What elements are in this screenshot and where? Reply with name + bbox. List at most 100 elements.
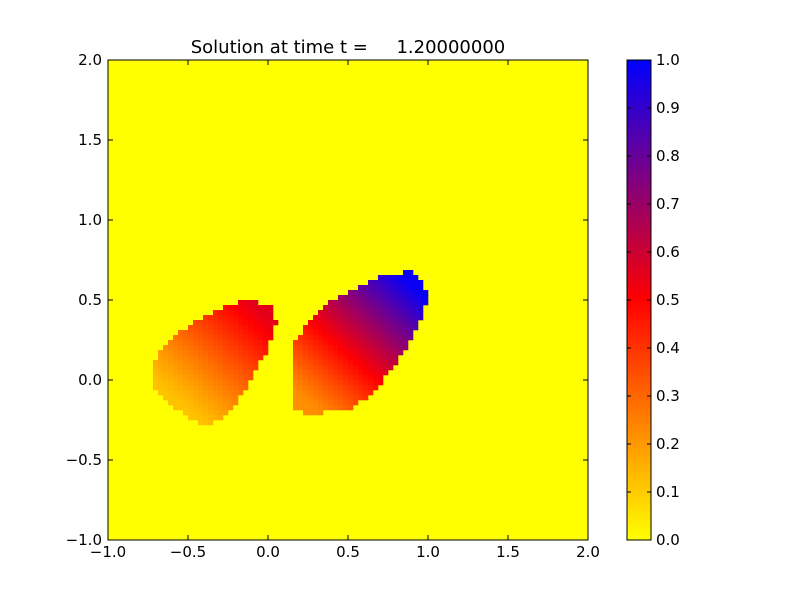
heatmap-cell — [228, 360, 234, 366]
heatmap-cell — [243, 375, 249, 381]
heatmap-cell — [213, 345, 219, 351]
heatmap-cell — [353, 340, 359, 346]
heatmap-cell — [258, 305, 264, 311]
heatmap-cell — [198, 385, 204, 391]
heatmap-cell — [273, 320, 279, 326]
heatmap-cell — [258, 345, 264, 351]
heatmap-cell — [368, 370, 374, 376]
heatmap-cell — [363, 300, 369, 306]
heatmap-cell — [383, 340, 389, 346]
heatmap-cell — [313, 380, 319, 386]
heatmap-cell — [418, 290, 424, 296]
heatmap-cell — [338, 295, 344, 301]
heatmap-cell — [213, 340, 219, 346]
heatmap-cell — [383, 365, 389, 371]
heatmap-cell — [158, 350, 164, 356]
heatmap-cell — [318, 405, 324, 411]
heatmap-cell — [218, 325, 224, 331]
heatmap-cell — [208, 410, 214, 416]
heatmap-cell — [208, 375, 214, 381]
heatmap-cell — [178, 385, 184, 391]
heatmap-cell — [193, 345, 199, 351]
heatmap-cell — [213, 390, 219, 396]
heatmap-cell — [358, 390, 364, 396]
heatmap-cell — [193, 400, 199, 406]
heatmap-cell — [328, 325, 334, 331]
heatmap-cell — [403, 295, 409, 301]
heatmap-cell — [318, 395, 324, 401]
heatmap-cell — [338, 400, 344, 406]
heatmap-cell — [313, 405, 319, 411]
heatmap-cell — [218, 400, 224, 406]
heatmap-cell — [163, 380, 169, 386]
heatmap-cell — [333, 300, 339, 306]
heatmap-cell — [378, 285, 384, 291]
heatmap-cell — [163, 370, 169, 376]
heatmap-cell — [393, 350, 399, 356]
heatmap-cell — [338, 330, 344, 336]
heatmap-cell — [193, 415, 199, 421]
heatmap-cell — [393, 290, 399, 296]
heatmap-cell — [238, 335, 244, 341]
heatmap-cell — [203, 395, 209, 401]
heatmap-cell — [208, 360, 214, 366]
heatmap-cell — [368, 320, 374, 326]
heatmap-cell — [293, 390, 299, 396]
heatmap-cell — [258, 335, 264, 341]
heatmap-cell — [188, 380, 194, 386]
heatmap-cell — [168, 385, 174, 391]
heatmap-cell — [198, 320, 204, 326]
heatmap-cell — [248, 340, 254, 346]
heatmap-cell — [178, 340, 184, 346]
heatmap-cell — [208, 370, 214, 376]
heatmap-cell — [318, 330, 324, 336]
heatmap-cell — [218, 385, 224, 391]
heatmap-cell — [393, 360, 399, 366]
heatmap-cell — [323, 315, 329, 321]
heatmap-cell — [168, 345, 174, 351]
heatmap-cell — [358, 320, 364, 326]
heatmap-cell — [323, 325, 329, 331]
heatmap-cell — [203, 360, 209, 366]
heatmap-cell — [263, 335, 269, 341]
heatmap-cell — [228, 325, 234, 331]
heatmap-cell — [233, 395, 239, 401]
heatmap-cell — [328, 300, 334, 306]
heatmap-cell — [388, 335, 394, 341]
heatmap-cell — [213, 315, 219, 321]
heatmap-cell — [338, 395, 344, 401]
heatmap-cell — [188, 400, 194, 406]
heatmap-cell — [168, 380, 174, 386]
heatmap-cell — [178, 390, 184, 396]
heatmap-cell — [218, 340, 224, 346]
heatmap-cell — [193, 365, 199, 371]
heatmap-cell — [233, 355, 239, 361]
heatmap-cell — [413, 305, 419, 311]
heatmap-cell — [183, 400, 189, 406]
heatmap-cell — [313, 365, 319, 371]
heatmap-cell — [358, 335, 364, 341]
heatmap-cell — [343, 300, 349, 306]
heatmap-cell — [258, 330, 264, 336]
heatmap-cell — [238, 320, 244, 326]
heatmap-cell — [248, 335, 254, 341]
heatmap-cell — [328, 390, 334, 396]
heatmap-cell — [238, 380, 244, 386]
heatmap-cell — [308, 340, 314, 346]
heatmap-cell — [383, 330, 389, 336]
heatmap-cell — [363, 290, 369, 296]
heatmap-cell — [378, 305, 384, 311]
heatmap-cell — [393, 340, 399, 346]
heatmap-cell — [298, 350, 304, 356]
heatmap-cell — [188, 375, 194, 381]
heatmap-cell — [183, 335, 189, 341]
heatmap-cell — [393, 275, 399, 281]
heatmap-cell — [413, 285, 419, 291]
y-tick-label: 1.0 — [78, 211, 102, 229]
heatmap-cell — [208, 350, 214, 356]
heatmap-cell — [203, 350, 209, 356]
heatmap-cell — [158, 375, 164, 381]
heatmap-cell — [223, 315, 229, 321]
heatmap-cell — [248, 360, 254, 366]
heatmap-cell — [158, 365, 164, 371]
